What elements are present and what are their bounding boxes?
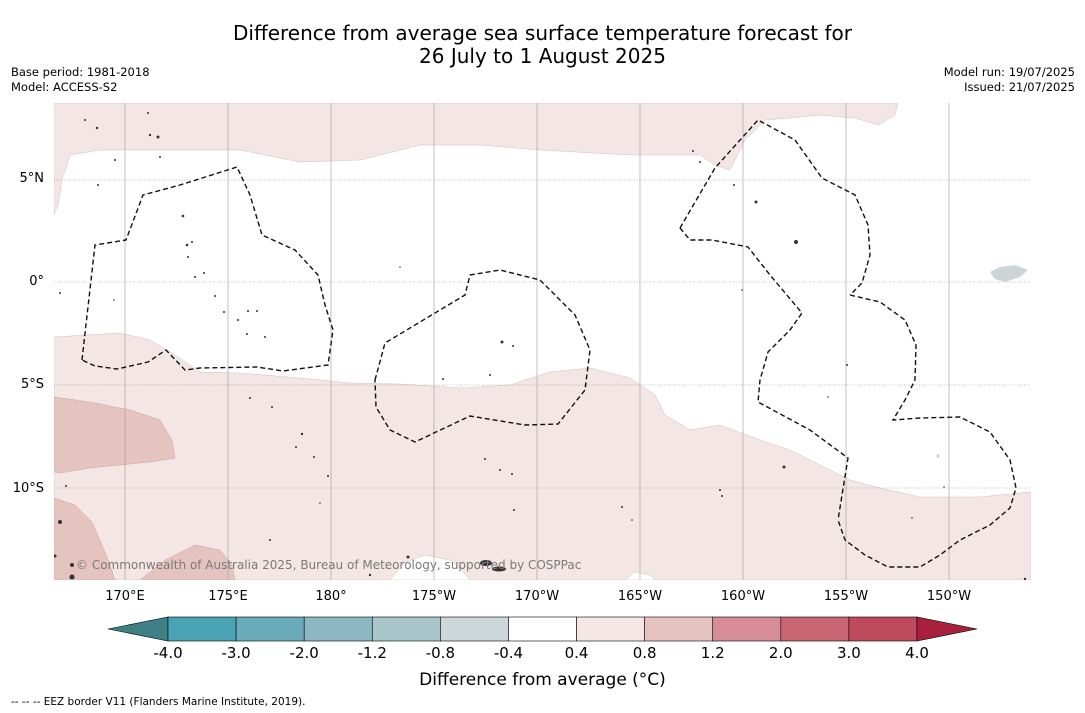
colorbar-segment <box>780 616 850 642</box>
colorbar-tick-label: 2.0 <box>768 644 793 662</box>
colorbar-segment <box>303 616 373 642</box>
colorbar-tick-label: -1.2 <box>357 644 387 662</box>
colorbar-extend-low <box>107 616 169 642</box>
issued-text: Issued: 21/07/2025 <box>964 80 1075 94</box>
eez-border-line-islands <box>679 119 871 296</box>
lat-label-0: 0° <box>29 274 44 289</box>
colorbar-title: Difference from average (°C) <box>0 670 1085 690</box>
eez-borders <box>81 119 1017 568</box>
lon-label-150w: 150°W <box>926 589 972 604</box>
landmass-east <box>990 265 1028 282</box>
shading-north-band <box>54 103 899 216</box>
eez-footnote: -- -- -- EEZ border V11 (Flanders Marine… <box>11 696 306 708</box>
map-title: Difference from average sea surface temp… <box>0 22 1085 68</box>
colorbar-segment <box>440 616 509 642</box>
colorbar-title-text: Difference from average (°C) <box>419 670 666 690</box>
map-area <box>54 103 1031 580</box>
model-text: Model: ACCESS-S2 <box>11 80 118 94</box>
colorbar-segment <box>508 616 577 642</box>
colorbar-segment <box>235 616 305 642</box>
islet-east <box>936 454 940 458</box>
colorbar-segment <box>576 616 645 642</box>
lat-label-10s: 10°S <box>12 481 44 496</box>
shading-southwest-patch <box>54 497 116 580</box>
lon-label-180: 180° <box>315 589 347 604</box>
metadata-left: Base period: 1981-2018 Model: ACCESS-S2 <box>11 65 150 95</box>
colorbar-tick-label: -3.0 <box>221 644 251 662</box>
colorbar-tick-label: 1.2 <box>700 644 725 662</box>
shading-south-patch <box>139 544 236 580</box>
colorbar-tick-label: 0.8 <box>632 644 657 662</box>
colorbar-segment <box>848 616 918 642</box>
lat-label-5n: 5°N <box>19 171 45 186</box>
lon-label-155w: 155°W <box>823 589 869 604</box>
colorbar-tick-label: -0.4 <box>493 644 524 662</box>
shading-south-band <box>54 332 1031 580</box>
lat-label-5s: 5°S <box>20 377 44 392</box>
lon-label-175w: 175°W <box>411 589 457 604</box>
colorbar-segment <box>644 616 714 642</box>
colorbar-segment <box>167 616 237 642</box>
title-line-2: 26 July to 1 August 2025 <box>419 44 666 68</box>
colorbar-tick-label: 0.4 <box>564 644 589 662</box>
colorbar-tick-label: 4.0 <box>905 644 929 662</box>
lon-label-160w: 160°W <box>720 589 766 604</box>
meridians <box>124 103 950 580</box>
colorbar-segment <box>712 616 782 642</box>
colorbar-tick-label: -2.0 <box>289 644 319 662</box>
lon-label-165w: 165°W <box>617 589 663 604</box>
colorbar-tick-label: 3.0 <box>836 644 861 662</box>
colorbar-extend-high <box>916 616 978 642</box>
colorbar-tick-label: -0.8 <box>425 644 455 662</box>
metadata-right: Model run: 19/07/2025 Issued: 21/07/2025 <box>944 65 1075 95</box>
colorbar-tick-label: -4.0 <box>153 644 183 662</box>
model-run-text: Model run: 19/07/2025 <box>943 65 1075 79</box>
colorbar-segments <box>107 616 978 642</box>
shading-white-pocket <box>389 554 471 580</box>
colorbar-segment <box>371 616 441 642</box>
base-period-text: Base period: 1981-2018 <box>11 65 150 79</box>
eez-border-central <box>679 227 849 521</box>
islands <box>54 112 1027 580</box>
lon-label-170w: 170°W <box>514 589 560 604</box>
eez-border-east <box>837 294 1017 568</box>
lon-label-170e: 170°E <box>105 589 145 604</box>
eez-border-kiribati-gilberts <box>81 166 334 372</box>
lon-label-175e: 175°E <box>208 589 248 604</box>
copyright-text: © Commonwealth of Australia 2025, Bureau… <box>76 558 582 572</box>
colorbar <box>107 616 978 642</box>
eez-border-tokelau <box>374 269 591 443</box>
shading-west-patch <box>54 396 176 474</box>
title-line-1: Difference from average sea surface temp… <box>232 21 852 45</box>
